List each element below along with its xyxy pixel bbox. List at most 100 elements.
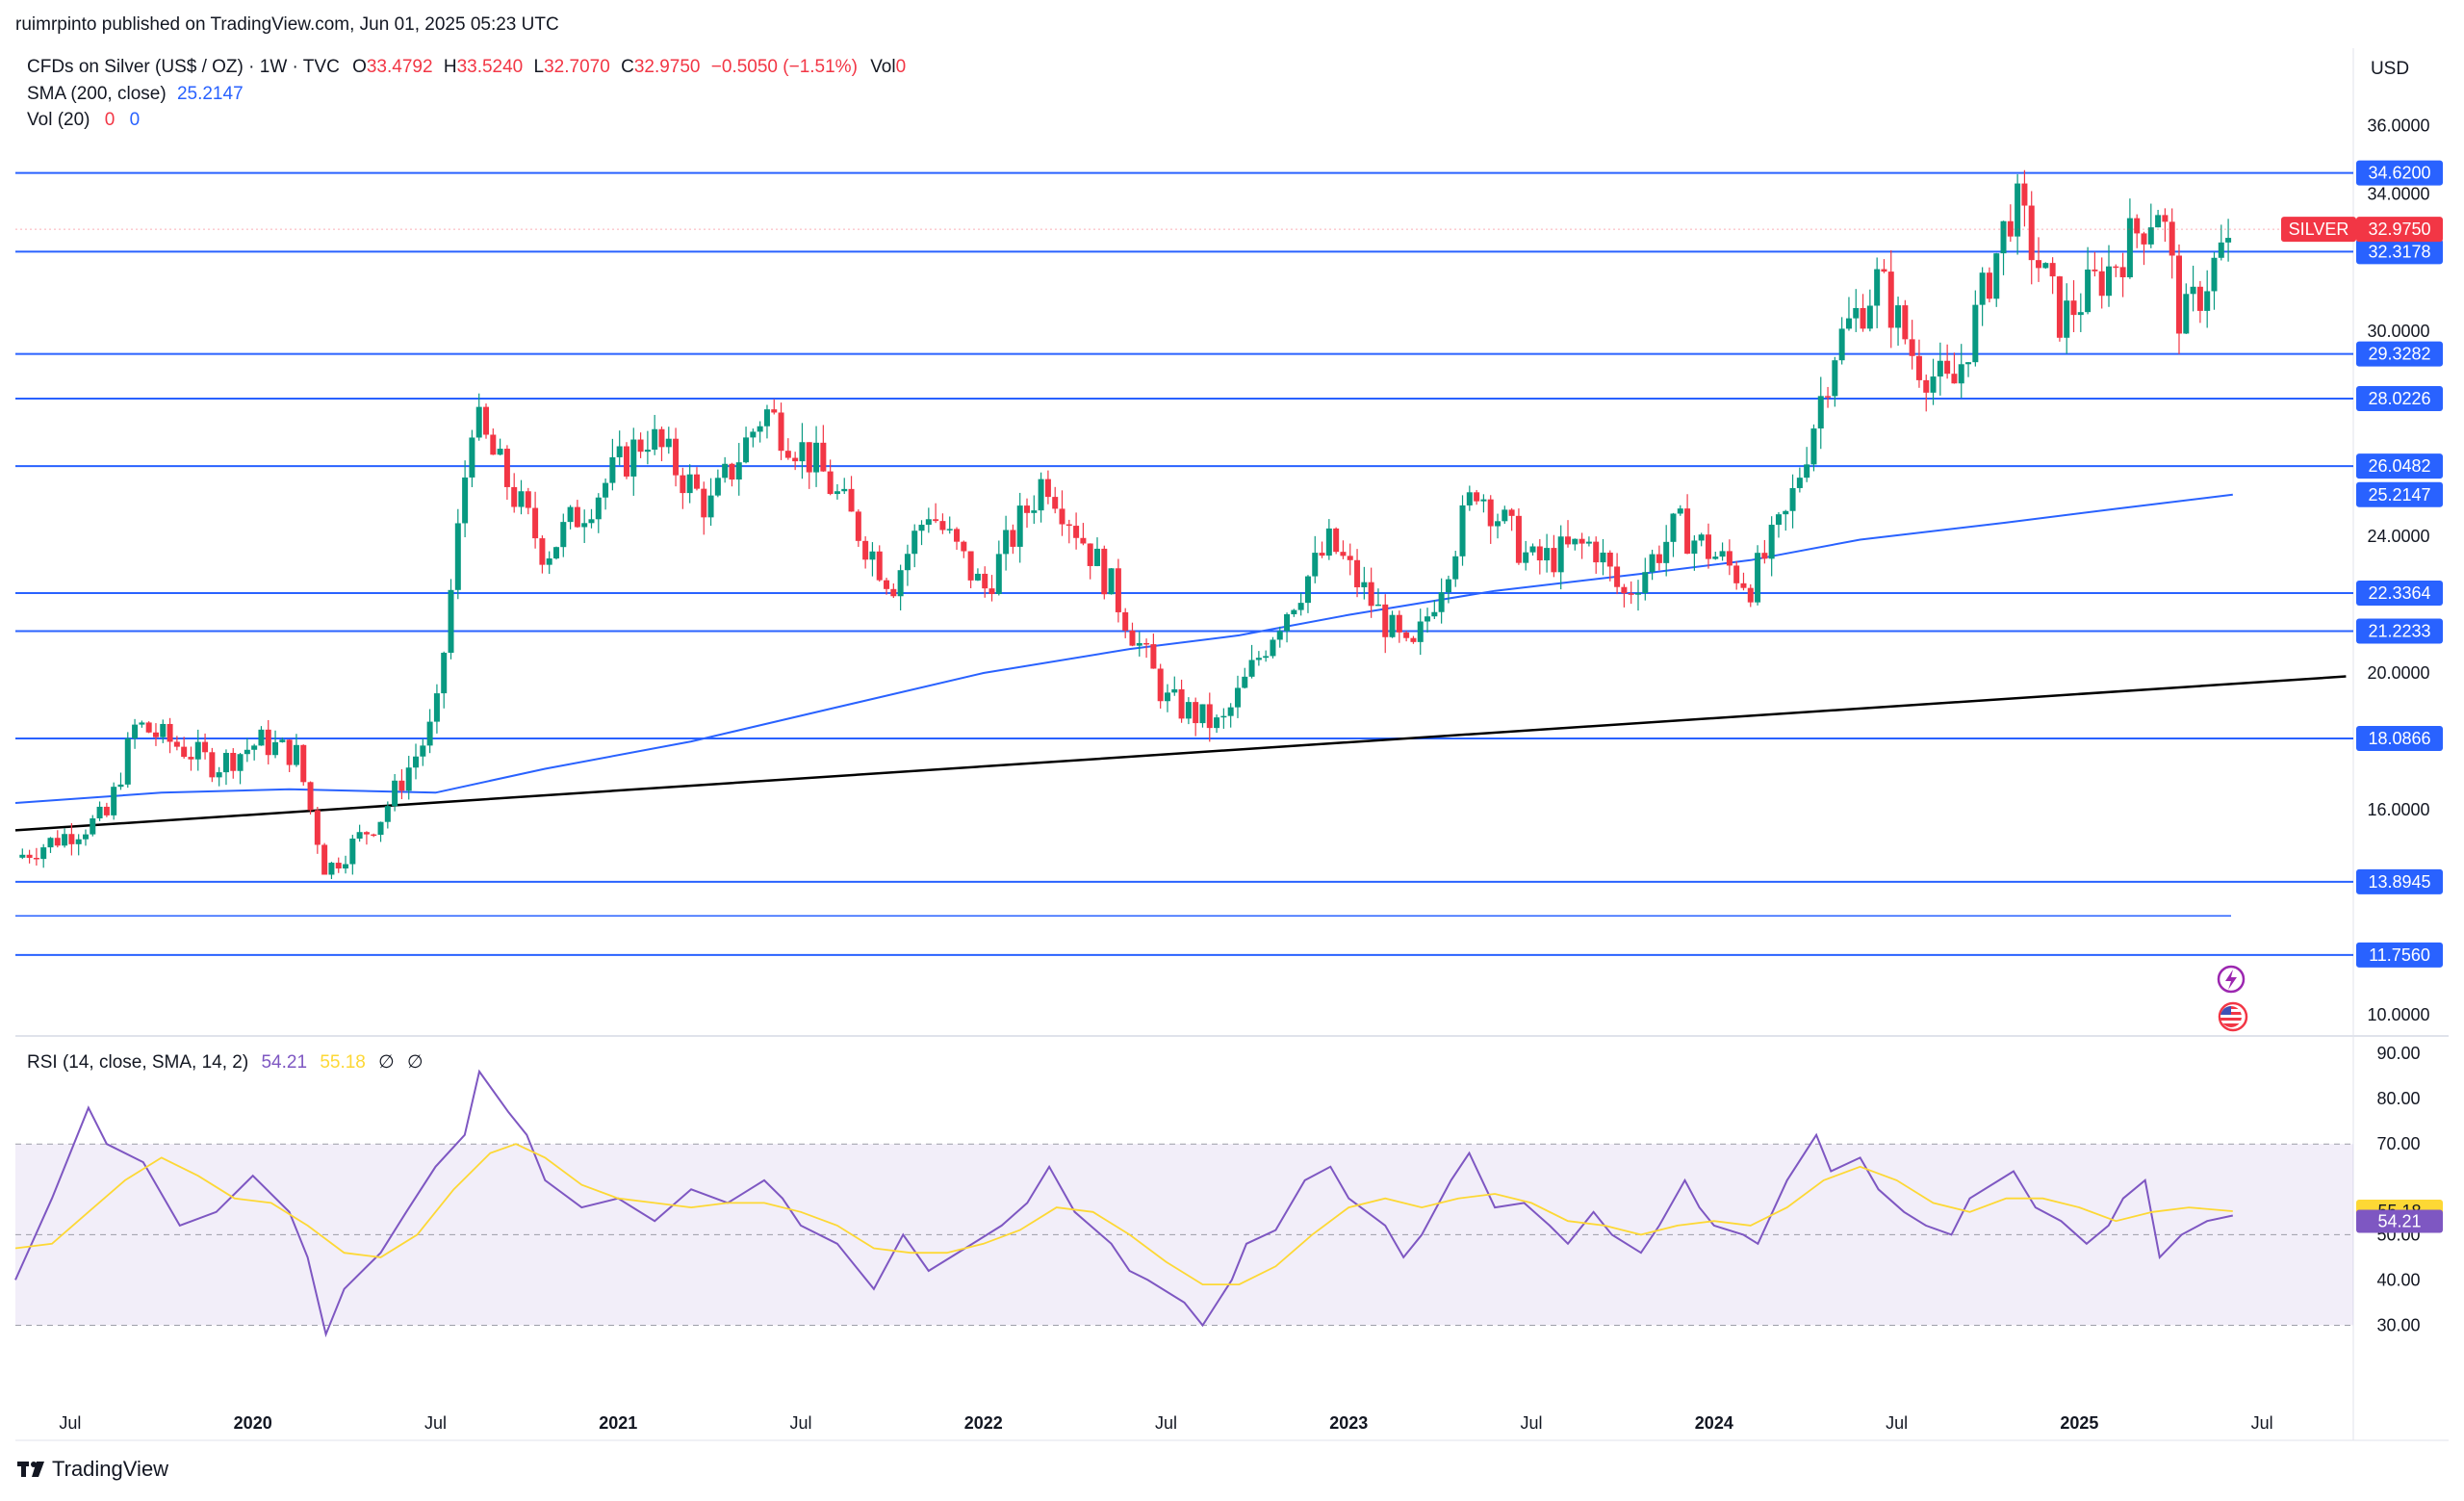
rsi-legend[interactable]: RSI (14, close, SMA, 14, 2) 54.21 55.18 … <box>27 1052 424 1073</box>
candle-body <box>363 832 370 835</box>
candle-body <box>1396 614 1402 633</box>
level-price-tag[interactable] <box>2356 868 2443 894</box>
candle-body <box>2183 294 2190 334</box>
candle-body <box>1164 692 1170 702</box>
rsi-value-tag[interactable] <box>2356 1209 2443 1233</box>
sma-price-tag[interactable] <box>2356 481 2443 507</box>
candle-body <box>1340 552 1347 556</box>
legend-low-label: L <box>534 57 545 77</box>
candle-body <box>328 863 335 875</box>
candle-body <box>82 834 89 840</box>
candle-body <box>1059 508 1065 525</box>
price-tick-label: 34.0000 <box>2367 185 2429 204</box>
candle-body <box>862 540 869 560</box>
level-price-tag[interactable] <box>2356 725 2443 751</box>
legend-symbol[interactable]: CFDs on Silver (US$ / OZ) · 1W · TVC <box>27 57 340 77</box>
symbol-name-tag[interactable] <box>2281 217 2356 243</box>
candle-body <box>2211 257 2218 292</box>
candle-body <box>518 491 525 507</box>
candle-body <box>2000 220 2007 254</box>
candle-body <box>1361 582 1368 587</box>
symbol-name-label: SILVER <box>2289 220 2349 239</box>
rsi-legend-value: 54.21 <box>261 1052 307 1073</box>
candle-body <box>1712 556 1719 559</box>
candle-body <box>925 519 932 526</box>
candle-body <box>1087 543 1093 566</box>
candle-body <box>1502 509 1508 522</box>
time-tick-label: 2022 <box>964 1413 1003 1433</box>
candle-body <box>1374 604 1381 607</box>
candle-body <box>707 495 714 518</box>
candle-body <box>1122 611 1129 631</box>
candle-body <box>1937 360 1943 377</box>
level-price-tag[interactable] <box>2356 453 2443 479</box>
candle-body <box>1333 528 1340 553</box>
candle-body <box>2196 286 2203 311</box>
candle-body <box>1634 593 1641 595</box>
candle-body <box>173 741 180 747</box>
candle-body <box>392 780 398 807</box>
candle-body <box>160 723 167 738</box>
level-price-tag[interactable] <box>2356 160 2443 186</box>
candle-body <box>1887 272 1894 328</box>
candle-body <box>1508 509 1515 516</box>
candle-body <box>1915 355 1922 380</box>
candle-body <box>1031 510 1038 513</box>
currency-label[interactable]: USD <box>2371 59 2409 79</box>
candle-body <box>2218 242 2224 258</box>
candle-body <box>1565 536 1572 545</box>
candle-body <box>139 722 145 725</box>
trend-line[interactable] <box>14 675 2347 832</box>
candle-body <box>1129 630 1136 646</box>
level-price-tag[interactable] <box>2356 618 2443 644</box>
candle-body <box>384 806 391 822</box>
candle-body <box>1242 676 1248 688</box>
candle-body <box>497 449 503 455</box>
candle-body <box>1775 514 1782 526</box>
level-price-tag[interactable] <box>2356 942 2443 968</box>
candle-body <box>1024 505 1031 513</box>
candle-body <box>1038 479 1044 511</box>
candle-body <box>729 463 735 480</box>
candle-body <box>1270 639 1276 657</box>
level-price-tag[interactable] <box>2356 386 2443 412</box>
candle-body <box>1874 269 1881 306</box>
level-price-label: 21.2233 <box>2368 622 2430 641</box>
legend-vol20[interactable]: Vol (20) 0 0 <box>27 110 140 130</box>
candle-body <box>2141 233 2147 245</box>
candle-body <box>222 752 229 773</box>
candle-body <box>1551 548 1557 573</box>
candle-body <box>1312 553 1319 577</box>
candle-body <box>574 506 580 528</box>
candle-body <box>96 806 103 818</box>
candle-body <box>194 741 201 760</box>
candle-body <box>693 474 700 489</box>
candle-body <box>103 806 110 815</box>
lightning-icon[interactable] <box>2217 965 2246 994</box>
legend-close-value: 32.9750 <box>634 57 701 77</box>
candle-body <box>722 463 729 479</box>
last-price-tag[interactable] <box>2356 217 2443 243</box>
level-price-tag[interactable] <box>2356 581 2443 607</box>
level-price-label: 28.0226 <box>2368 389 2430 408</box>
level-price-tag[interactable] <box>2356 239 2443 265</box>
candle-body <box>2126 218 2133 277</box>
candle-body <box>2162 215 2169 222</box>
legend-vol20-value-a: 0 <box>105 110 116 130</box>
footer-brand[interactable]: TradingView <box>17 1457 168 1481</box>
candle-body <box>1747 587 1754 603</box>
level-price-tag[interactable] <box>2356 341 2443 367</box>
rsi-value-label: 54.21 <box>2377 1212 2421 1231</box>
candle-body <box>2085 269 2092 313</box>
candle-body <box>1065 524 1072 527</box>
legend-sma[interactable]: SMA (200, close) 25.2147 <box>27 84 244 104</box>
us-flag-icon[interactable] <box>2218 1001 2248 1032</box>
candle-body <box>1171 688 1178 693</box>
candle-body <box>1783 510 1789 515</box>
legend-vol20-value-b: 0 <box>130 110 141 130</box>
candle-body <box>40 847 47 860</box>
candle-body <box>1993 253 2000 299</box>
rsi-line <box>14 1069 2234 1338</box>
rsi-legend-null-b: ∅ <box>407 1052 424 1073</box>
candle-body <box>1845 318 1852 329</box>
